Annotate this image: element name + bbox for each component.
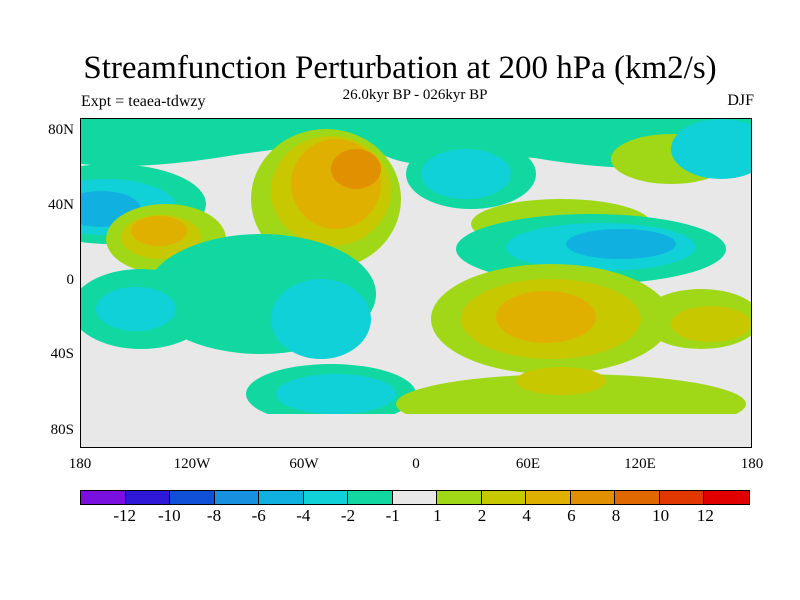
lat-tick-40n: 40N	[48, 197, 74, 213]
lat-tick-80n: 80N	[48, 122, 74, 138]
colorbar-swatch	[303, 491, 349, 504]
lon-tick-120e: 120E	[624, 456, 656, 472]
colorbar-swatch	[615, 491, 660, 504]
colorbar-label: 8	[611, 506, 621, 525]
colorbar-label: -10	[157, 506, 181, 525]
colorbar-swatch	[704, 491, 749, 504]
lat-tick-40s: 40S	[50, 346, 74, 362]
colorbar-swatch	[570, 491, 616, 504]
colorbar-swatch	[348, 491, 393, 504]
colorbar-swatch	[392, 491, 438, 504]
colorbar-swatch	[481, 491, 527, 504]
colorbar-swatch	[81, 491, 126, 504]
colorbar-swatch	[125, 491, 171, 504]
map-field-svg	[81, 119, 751, 447]
season-label: DJF	[727, 92, 754, 109]
colorbar-label: -12	[113, 506, 136, 525]
colorbar-label: -4	[296, 506, 311, 525]
colorbar-label: 1	[433, 506, 442, 525]
colorbar-swatch	[259, 491, 304, 504]
lon-tick-180e: 180	[740, 456, 764, 472]
colorbar-swatch	[214, 491, 260, 504]
colorbar-swatch	[170, 491, 215, 504]
lon-tick-0: 0	[412, 456, 420, 472]
colorbar-label: 6	[567, 506, 576, 525]
colorbar-label: -1	[385, 506, 400, 525]
lat-tick-80s: 80S	[50, 422, 74, 438]
colorbar-swatch	[526, 491, 571, 504]
colorbar	[80, 490, 750, 505]
colorbar-label: 10	[652, 506, 670, 525]
streamfunction-map	[80, 118, 752, 448]
lon-tick-120w: 120W	[173, 456, 211, 472]
experiment-label: Expt = teaea-tdwzy	[81, 93, 206, 110]
colorbar-label: 12	[696, 506, 714, 525]
lon-tick-60w: 60W	[289, 456, 319, 472]
time-range-subtitle: 26.0kyr BP - 026kyr BP	[342, 87, 488, 103]
colorbar-label: 2	[477, 506, 487, 525]
colorbar-label: 4	[522, 506, 531, 525]
colorbar-swatch	[659, 491, 705, 504]
lon-tick-180w: 180	[68, 456, 92, 472]
colorbar-label: -2	[340, 506, 356, 525]
lat-tick-0: 0	[66, 272, 75, 288]
lon-tick-60e: 60E	[515, 456, 541, 472]
colorbar-swatch	[437, 491, 482, 504]
plot-title: Streamfunction Perturbation at 200 hPa (…	[83, 50, 717, 86]
colorbar-label: -8	[206, 506, 222, 525]
colorbar-label: -6	[251, 506, 266, 525]
